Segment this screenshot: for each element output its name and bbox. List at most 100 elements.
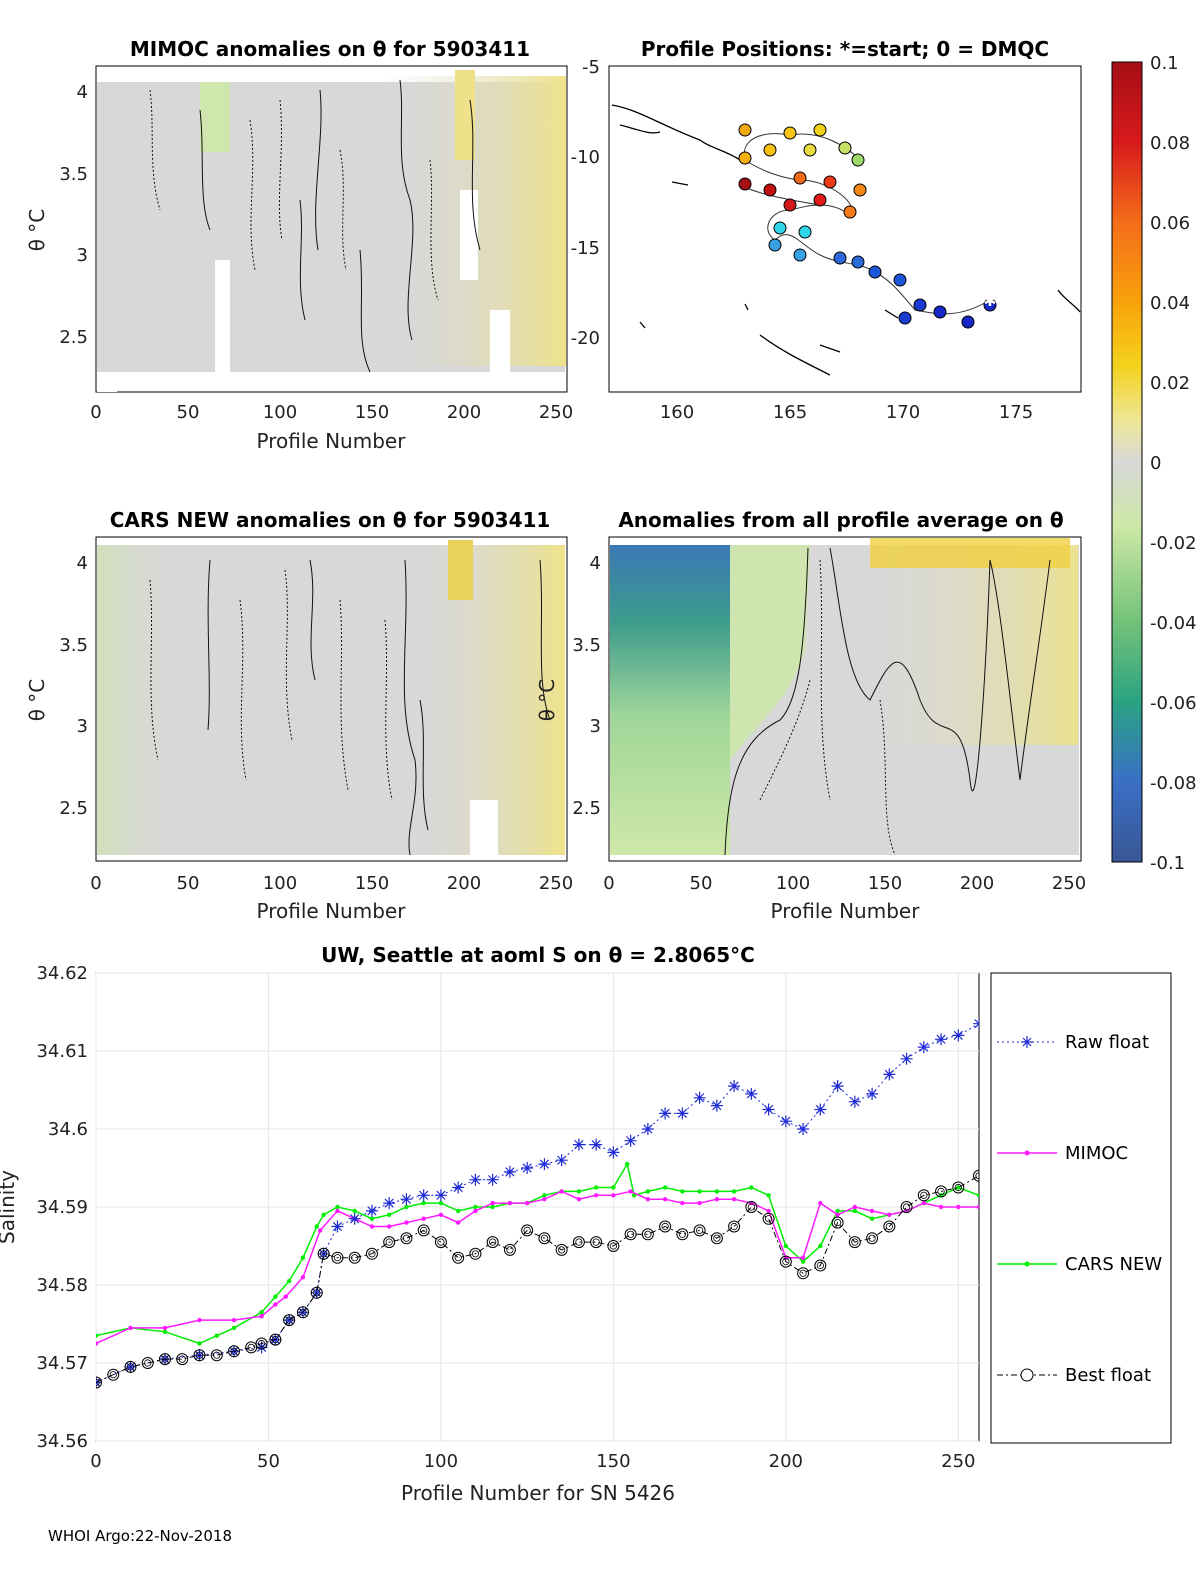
allavg-xlabel: Profile Number bbox=[771, 899, 921, 923]
data-point bbox=[490, 1200, 495, 1206]
data-point bbox=[96, 1376, 102, 1389]
data-point bbox=[542, 1193, 547, 1198]
colorbar-tick: 0.06 bbox=[1150, 213, 1190, 234]
data-point bbox=[210, 1349, 223, 1362]
salinity-xlabel: Profile Number for SN 5426 bbox=[401, 1481, 675, 1505]
data-point bbox=[852, 1204, 858, 1210]
data-point bbox=[814, 1103, 827, 1116]
data-point bbox=[869, 1216, 875, 1221]
profile-marker bbox=[798, 225, 812, 239]
data-point bbox=[697, 1189, 702, 1194]
data-point-inner bbox=[975, 1172, 979, 1180]
data-point-inner bbox=[902, 1203, 911, 1211]
data-point bbox=[714, 1197, 720, 1202]
data-point bbox=[693, 1091, 706, 1104]
data-point bbox=[365, 1204, 378, 1217]
allavg-xtick: 200 bbox=[960, 873, 994, 894]
data-point bbox=[559, 1189, 564, 1194]
data-point-inner bbox=[954, 1183, 962, 1192]
ytick-label: 34.61 bbox=[36, 1041, 88, 1062]
data-point-inner bbox=[661, 1222, 669, 1231]
data-point-inner bbox=[213, 1351, 221, 1359]
data-point bbox=[400, 1232, 413, 1245]
data-point bbox=[662, 1197, 668, 1202]
colorbar-tick: -0.04 bbox=[1150, 613, 1197, 634]
data-point-inner bbox=[540, 1234, 548, 1242]
profile-marker bbox=[763, 183, 777, 197]
data-point bbox=[348, 1251, 361, 1264]
mimoc-ytick: 2.5 bbox=[59, 327, 88, 348]
salinity-yticks: 34.62 34.61 34.6 34.59 34.58 34.57 34.56 bbox=[36, 963, 88, 1452]
data-point bbox=[214, 1333, 219, 1338]
legend-box bbox=[990, 972, 1172, 1444]
data-point bbox=[193, 1349, 206, 1362]
positions-ytick: -5 bbox=[582, 57, 600, 78]
salinity-title: UW, Seattle at aoml S on θ = 2.8065°C bbox=[321, 943, 755, 967]
data-point-inner bbox=[644, 1230, 652, 1238]
data-point bbox=[900, 1201, 913, 1213]
allavg-xtick: 0 bbox=[603, 873, 614, 894]
data-point-inner bbox=[851, 1238, 859, 1246]
data-point bbox=[680, 1189, 685, 1194]
colorbar-tick: 0.08 bbox=[1150, 133, 1190, 154]
data-point bbox=[434, 1236, 447, 1249]
data-point bbox=[438, 1200, 444, 1206]
legend-label: Best float bbox=[1065, 1365, 1151, 1386]
data-point-inner bbox=[471, 1250, 480, 1258]
data-point bbox=[335, 1204, 340, 1210]
data-point-inner bbox=[747, 1203, 755, 1211]
data-point-inner bbox=[178, 1355, 186, 1363]
cars-ytick: 4 bbox=[77, 553, 88, 574]
legend-item: Raw float bbox=[997, 1032, 1149, 1053]
data-point bbox=[887, 1212, 892, 1218]
data-point bbox=[162, 1325, 168, 1331]
positions-axes bbox=[608, 65, 1082, 393]
profile-marker bbox=[843, 205, 857, 219]
track-markers bbox=[738, 123, 997, 329]
allavg-blue-green-region bbox=[610, 545, 730, 855]
allavg-yticks: 4 3.5 3 2.5 bbox=[572, 553, 601, 819]
data-point bbox=[831, 1216, 844, 1229]
data-point bbox=[848, 1236, 861, 1249]
data-point bbox=[273, 1302, 278, 1307]
data-point bbox=[197, 1317, 202, 1323]
mimoc-xlabel: Profile Number bbox=[257, 429, 407, 453]
data-point bbox=[866, 1232, 879, 1245]
positions-panel: Profile Positions: *=start; 0 = DMQC bbox=[571, 37, 1082, 423]
data-point bbox=[848, 1095, 861, 1108]
data-point-inner bbox=[920, 1191, 928, 1199]
data-point bbox=[369, 1224, 375, 1229]
data-point bbox=[956, 1185, 961, 1190]
data-point-inner bbox=[299, 1308, 307, 1316]
cars-green-region bbox=[97, 545, 187, 855]
data-point-inner bbox=[161, 1355, 169, 1363]
profile-marker bbox=[813, 123, 827, 137]
profile-marker bbox=[768, 238, 782, 252]
data-point-inner bbox=[351, 1254, 359, 1262]
data-point bbox=[317, 1228, 323, 1233]
data-point-inner bbox=[402, 1234, 411, 1242]
data-point-inner bbox=[885, 1222, 893, 1231]
data-point bbox=[973, 1169, 979, 1182]
colorbar-tick: -0.08 bbox=[1150, 773, 1197, 794]
allavg-xtick: 250 bbox=[1052, 873, 1086, 894]
data-point bbox=[641, 1228, 654, 1241]
data-point bbox=[352, 1208, 357, 1214]
data-point bbox=[524, 1200, 530, 1206]
data-point-inner bbox=[506, 1246, 514, 1254]
data-point-inner bbox=[523, 1226, 531, 1235]
profile-marker bbox=[893, 273, 907, 287]
data-point bbox=[434, 1189, 447, 1202]
data-point-inner bbox=[247, 1343, 255, 1352]
data-point bbox=[976, 1204, 979, 1210]
data-point bbox=[386, 1224, 392, 1229]
xtick-label: 50 bbox=[257, 1451, 280, 1472]
data-point-inner bbox=[833, 1219, 842, 1227]
legend-label: Raw float bbox=[1065, 1032, 1149, 1053]
xtick-label: 0 bbox=[90, 1451, 101, 1472]
mimoc-yellow-patch bbox=[455, 70, 475, 160]
profile-marker bbox=[833, 251, 847, 265]
data-point bbox=[607, 1146, 620, 1159]
profile-marker bbox=[803, 143, 817, 157]
